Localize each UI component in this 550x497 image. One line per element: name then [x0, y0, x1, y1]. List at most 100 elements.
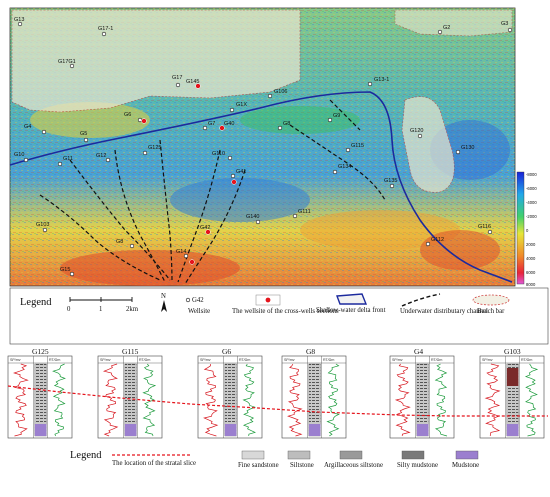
svg-text:Shallow-water delta front: Shallow-water delta front [316, 307, 386, 314]
rt-curve [142, 363, 157, 437]
svg-text:G116: G116 [478, 224, 491, 230]
svg-text:G106: G106 [274, 89, 287, 95]
svg-text:Silty mudstone: Silty mudstone [397, 462, 438, 469]
cross-section-well-icon [265, 297, 271, 303]
mudstone-interval [124, 424, 137, 436]
svg-text:Beach bar: Beach bar [477, 308, 505, 315]
well-log-panel: G8 SP/mv RT/Ωm [281, 347, 347, 439]
sp-curve-label: SP/mv [482, 358, 493, 362]
sp-curve-label: SP/mv [100, 358, 111, 362]
svg-text:1: 1 [99, 306, 102, 313]
dark-interval [506, 368, 519, 386]
svg-text:The location of the stratal sl: The location of the stratal slice [112, 460, 196, 467]
svg-text:G4: G4 [24, 124, 31, 130]
mudstone-interval [506, 424, 519, 436]
svg-text:G112: G112 [431, 237, 444, 243]
sp-curve-label: SP/mv [10, 358, 21, 362]
scale-bar: 0 1 2km [67, 297, 139, 313]
svg-text:G10: G10 [14, 152, 24, 158]
sp-curve-label: SP/mv [200, 358, 211, 362]
well-log-panel: G4 SP/mv RT/Ωm [389, 347, 455, 439]
north-arrow-icon: N [161, 293, 167, 312]
svg-text:G5: G5 [80, 131, 87, 137]
rt-curve [52, 363, 66, 437]
svg-text:-8000: -8000 [526, 172, 537, 177]
svg-text:G134: G134 [338, 164, 351, 170]
svg-text:G41: G41 [236, 169, 246, 175]
svg-text:G42: G42 [200, 225, 210, 231]
sp-curve [394, 363, 411, 437]
svg-text:G13: G13 [14, 17, 24, 23]
svg-text:G125: G125 [148, 145, 161, 151]
svg-text:6000: 6000 [526, 270, 536, 275]
mudstone-interval [416, 424, 429, 436]
well-log-panel: G125 SP/mv RT/Ωm [7, 347, 73, 439]
rt-curve-label: RT/Ωm [323, 358, 334, 362]
svg-text:G9: G9 [333, 113, 340, 119]
stratal-slice-line [7, 385, 548, 417]
svg-text:Wellsite: Wellsite [188, 308, 210, 315]
seismic-map: G13 G17G1 G17-1 G17 G1X G106 G13-1 G2 G3… [9, 7, 537, 287]
map-legend: Legend 0 1 2km N G42 Wellsite The wellsi… [9, 287, 549, 345]
sp-curve [287, 363, 303, 437]
sp-curve [13, 363, 29, 437]
svg-text:G14: G14 [176, 249, 186, 255]
svg-text:G2: G2 [443, 25, 450, 31]
svg-text:Argillaceous siltstone: Argillaceous siltstone [324, 462, 383, 469]
svg-text:Mudstone: Mudstone [452, 462, 479, 469]
well-labels: G13 G17G1 G17-1 G17 G1X G106 G13-1 G2 G3… [14, 17, 508, 273]
svg-text:G8: G8 [116, 239, 123, 245]
svg-text:G17: G17 [172, 75, 182, 81]
cross-section-wells [141, 83, 237, 265]
well-log-name: G115 [122, 347, 139, 356]
svg-text:G110: G110 [212, 151, 225, 157]
svg-text:G140: G140 [246, 214, 259, 220]
svg-text:G3: G3 [501, 21, 508, 27]
rt-curve [434, 363, 448, 437]
well-log-name: G103 [504, 347, 521, 356]
svg-text:G7: G7 [208, 121, 215, 127]
svg-text:G11: G11 [63, 156, 73, 162]
legend-title: Legend [20, 297, 52, 308]
svg-text:G111: G111 [298, 209, 311, 215]
svg-text:G42: G42 [192, 297, 204, 304]
rt-curve [524, 363, 539, 437]
svg-text:G40: G40 [224, 121, 234, 127]
svg-text:2km: 2km [126, 306, 139, 313]
svg-text:0: 0 [67, 306, 71, 313]
svg-text:G17-1: G17-1 [98, 26, 113, 32]
well-markers [17, 21, 513, 277]
svg-text:G17G1: G17G1 [58, 59, 76, 65]
svg-text:G145: G145 [186, 79, 199, 85]
distributary-channels [39, 99, 386, 285]
svg-text:G12: G12 [96, 153, 106, 159]
svg-text:G6: G6 [124, 112, 131, 118]
svg-text:-4000: -4000 [526, 200, 537, 205]
wellsite-symbol-icon [185, 297, 191, 303]
well-log-name: G8 [306, 347, 315, 356]
svg-text:-2000: -2000 [526, 214, 537, 219]
rt-curve-label: RT/Ωm [139, 358, 150, 362]
sp-curve-label: SP/mv [392, 358, 403, 362]
rt-curve-label: RT/Ωm [239, 358, 250, 362]
svg-text:G103: G103 [36, 222, 49, 228]
sp-curve [102, 363, 119, 437]
svg-text:-6000: -6000 [526, 186, 537, 191]
well-log-panel: G103 SP/mv RT/Ωm [479, 347, 545, 439]
rt-curve-label: RT/Ωm [49, 358, 60, 362]
rt-curve-label: RT/Ωm [431, 358, 442, 362]
mudstone-interval [34, 424, 47, 436]
lith-legend-title: Legend [70, 450, 102, 461]
beach-bar-symbol-icon [472, 294, 510, 306]
svg-text:The wellsite of the cross-well: The wellsite of the cross-wells sections [232, 308, 339, 315]
mudstone-interval [308, 424, 321, 436]
svg-text:0: 0 [526, 228, 529, 233]
svg-text:N: N [161, 293, 166, 300]
rt-curve [326, 363, 340, 437]
svg-text:G1X: G1X [236, 102, 247, 108]
svg-text:G15: G15 [60, 267, 70, 273]
svg-text:8000: 8000 [526, 282, 536, 287]
sp-curve [484, 363, 501, 437]
mudstone-interval [224, 424, 237, 436]
